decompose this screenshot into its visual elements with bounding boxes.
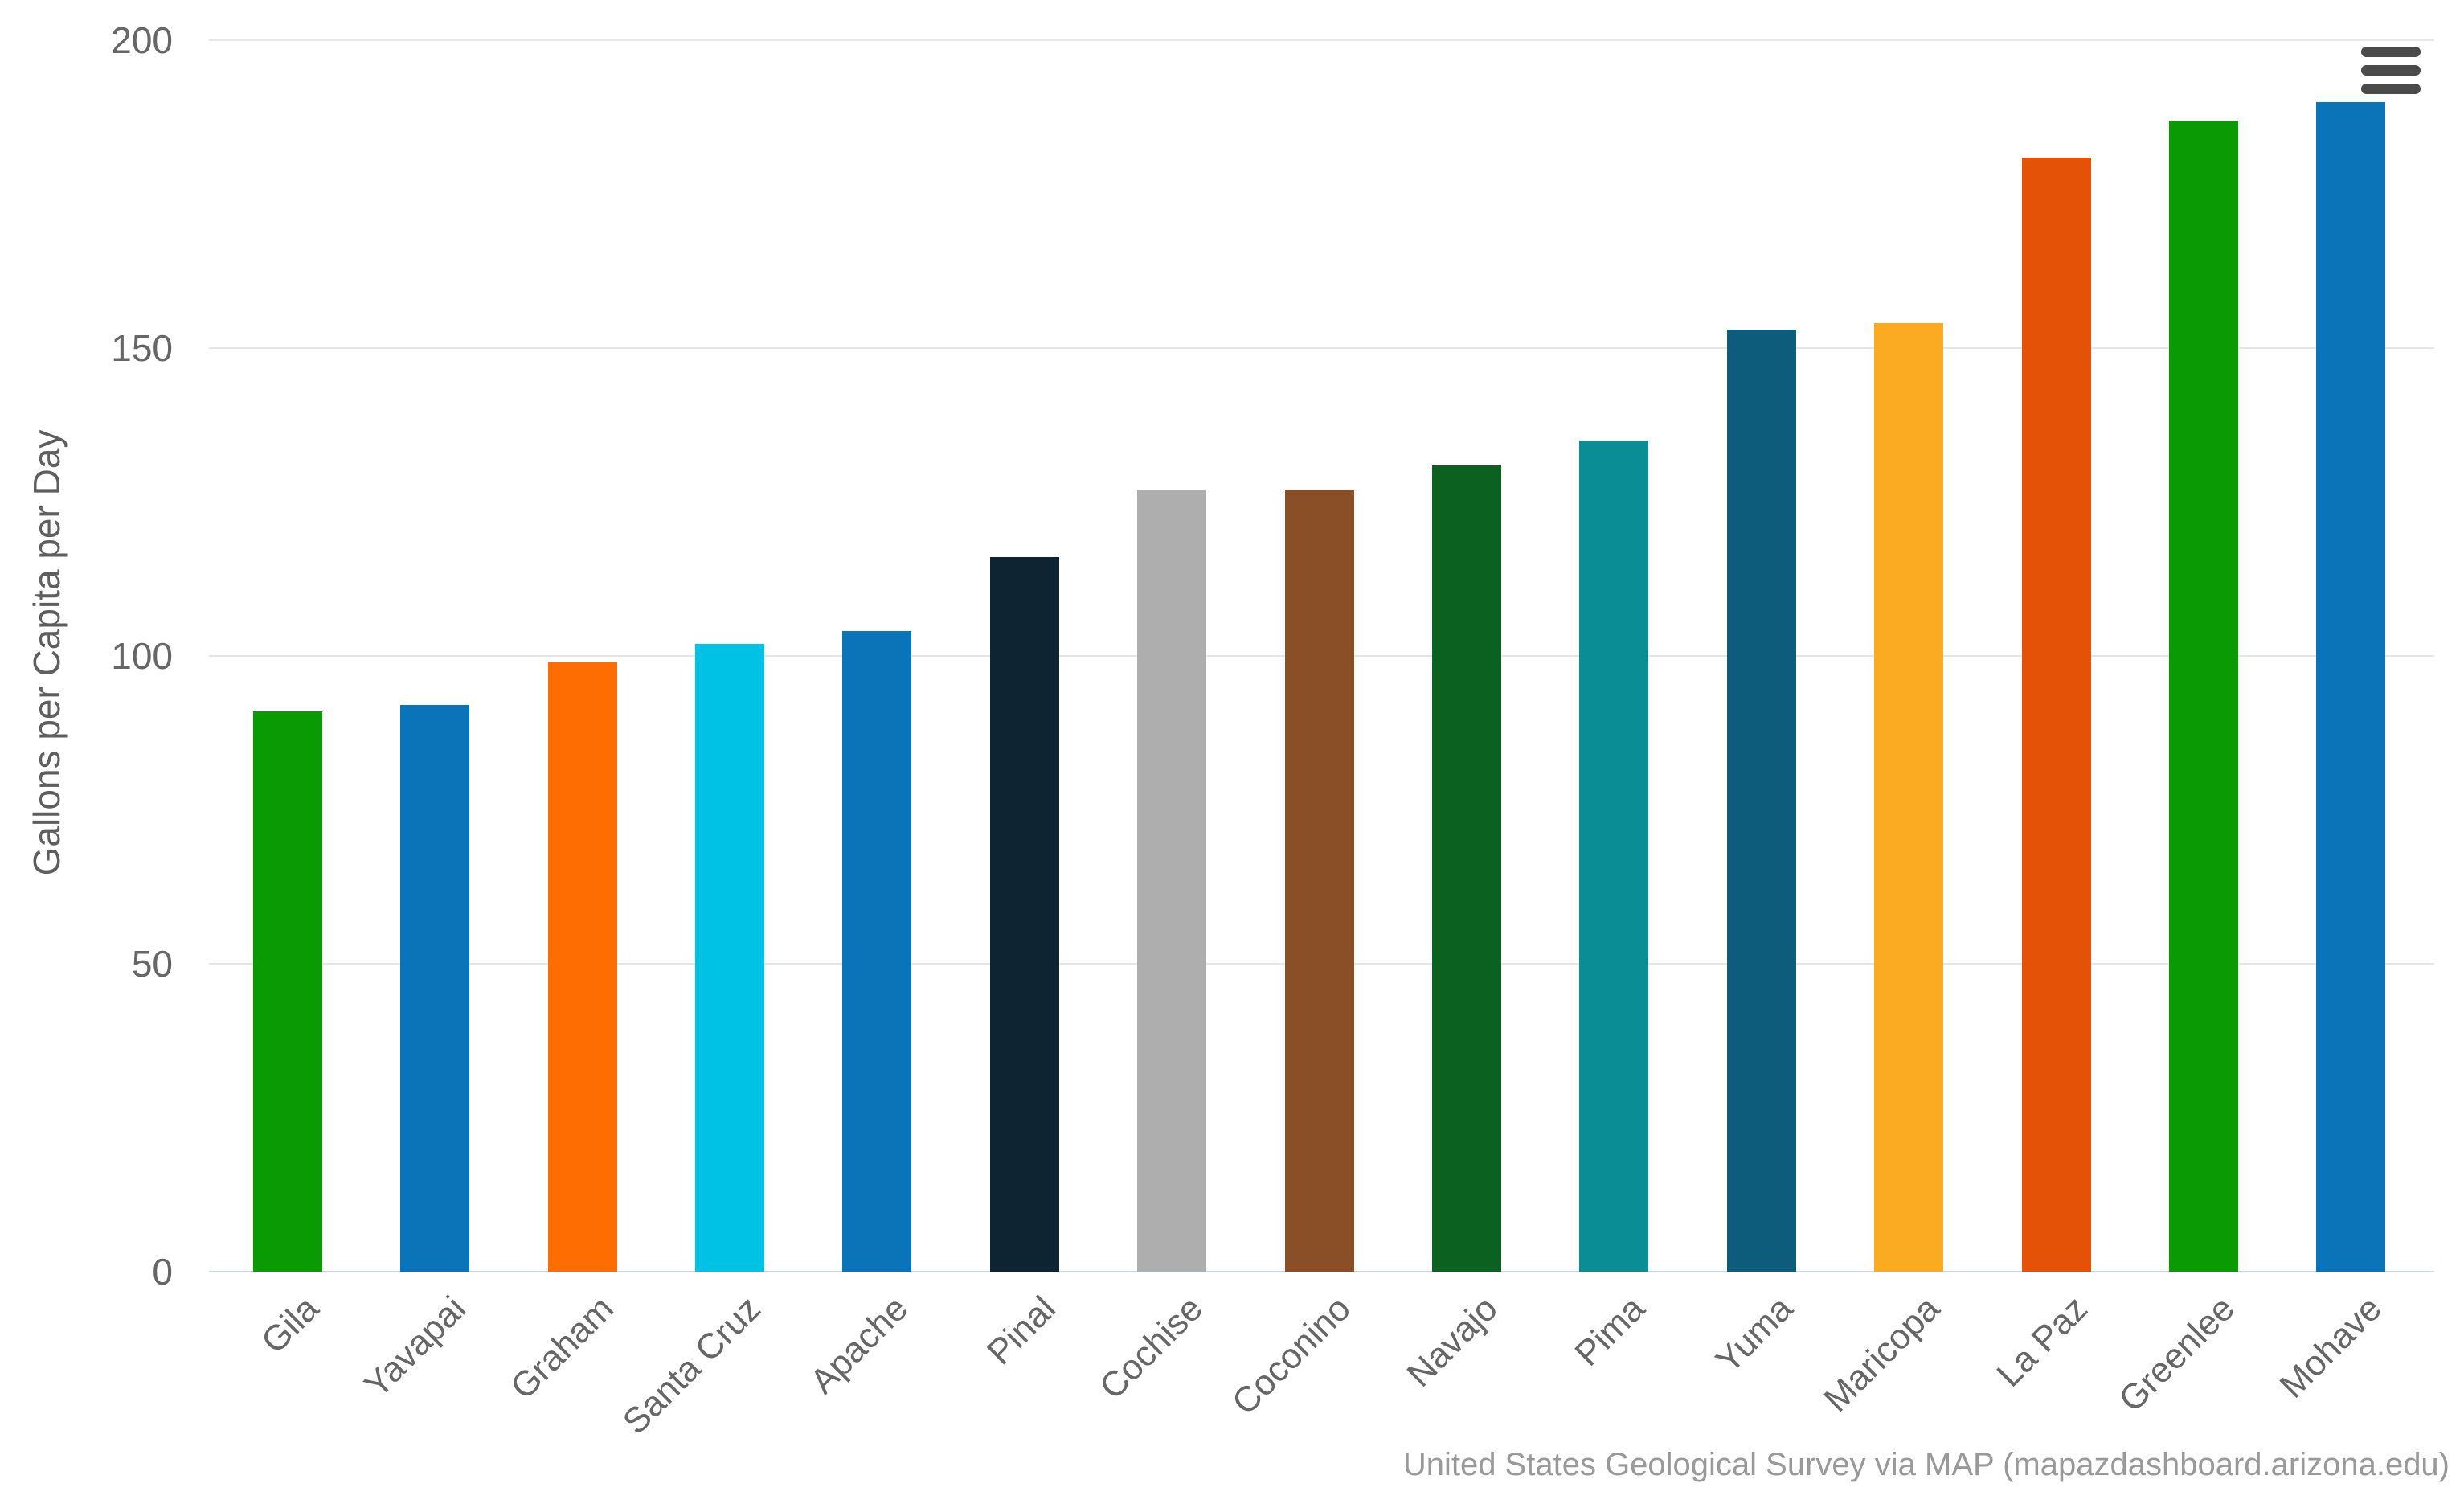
bar-gila[interactable] [252,711,322,1272]
bar-mohave[interactable] [2316,101,2386,1272]
y-tick-label-200: 200 [111,19,173,61]
y-tick-label-0: 0 [152,1251,173,1293]
bar-navajo[interactable] [1431,465,1501,1272]
bar-greenlee[interactable] [2168,120,2238,1272]
gridline-0 [209,1271,2434,1272]
bar-santa-cruz[interactable] [694,643,764,1272]
bar-graham[interactable] [547,662,617,1272]
bar-pinal[interactable] [989,557,1059,1272]
bar-coconino[interactable] [1284,490,1354,1272]
y-tick-label-50: 50 [131,943,173,985]
bar-cochise[interactable] [1137,490,1207,1272]
y-tick-label-100: 100 [111,635,173,677]
gridline-150 [209,347,2434,349]
bar-apache[interactable] [842,631,912,1272]
bar-la-paz[interactable] [2021,157,2091,1272]
source-caption: United States Geological Survey via MAP … [1402,1447,2450,1482]
bar-yuma[interactable] [1726,330,1796,1272]
chart-context-menu-button[interactable] [2360,45,2422,96]
y-tick-label-150: 150 [111,327,173,369]
bar-maricopa[interactable] [1874,323,1944,1272]
bar-yavapai[interactable] [400,705,470,1272]
gridline-200 [209,39,2434,41]
bar-pima[interactable] [1579,440,1649,1272]
hamburger-icon [2361,65,2421,76]
hamburger-icon [2361,47,2421,57]
hamburger-icon [2361,84,2421,94]
